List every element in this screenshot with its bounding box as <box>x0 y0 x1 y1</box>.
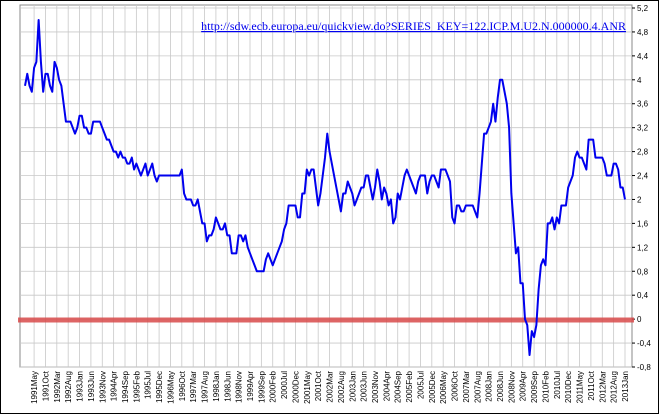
y-tick-label: 0,8 <box>637 267 649 276</box>
y-tick-label: -0,8 <box>637 363 651 372</box>
x-tick-label: 1996Oct <box>178 370 187 401</box>
x-tick-label: 2008Jun <box>496 371 505 402</box>
y-tick-label: 0 <box>637 315 642 324</box>
x-tick-label: 1994Sep <box>121 370 130 403</box>
x-tick-label: 2005Feb <box>405 370 414 402</box>
x-tick-label: 2001May <box>303 371 312 404</box>
x-tick-label: 1992Aug <box>64 371 73 403</box>
x-tick-label: 2000Jul <box>280 371 289 399</box>
x-tick-label: 2009Sep <box>530 370 539 403</box>
x-tick-label: 2004Sep <box>394 370 403 403</box>
x-tick-label: 1997Aug <box>201 371 210 403</box>
x-tick-label: 2011Oct <box>587 370 596 400</box>
x-tick-label: 2010Jul <box>553 371 562 399</box>
x-tick-label: 2010Dec <box>564 371 573 403</box>
y-tick-label: 4,4 <box>637 52 649 61</box>
x-tick-label: 2002Mar <box>326 371 335 403</box>
x-tick-label: 1993Jan <box>76 371 85 402</box>
x-tick-label: 1999Apr <box>246 371 255 402</box>
y-tick-label: 5,2 <box>637 4 649 13</box>
x-tick-label: 2012Mar <box>598 371 607 403</box>
y-tick-label: 4 <box>637 76 642 85</box>
x-tick-label: 1994Apr <box>110 371 119 402</box>
x-tick-label: 1995Jul <box>144 371 153 399</box>
x-tick-label: 1992Mar <box>53 371 62 403</box>
x-tick-label: 1993Nov <box>98 371 107 403</box>
x-tick-label: 1998Nov <box>235 371 244 403</box>
y-tick-label: 3,6 <box>637 100 649 109</box>
x-tick-label: 2003Nov <box>371 371 380 403</box>
y-tick-label: 2,8 <box>637 148 649 157</box>
x-tick-label: 2000Feb <box>269 370 278 402</box>
x-tick-label: 2001Oct <box>314 370 323 401</box>
y-tick-label: 1,6 <box>637 219 649 228</box>
y-tick-label: 4,8 <box>637 28 649 37</box>
x-tick-label: 1991Oct <box>41 370 50 401</box>
x-tick-label: 2005Jul <box>416 371 425 399</box>
x-tick-label: 1998Jun <box>223 371 232 402</box>
x-tick-label: 1991May <box>30 371 39 404</box>
x-tick-label: 2007Aug <box>473 371 482 403</box>
x-tick-label: 2003Jan <box>348 371 357 402</box>
x-tick-label: 2012Aug <box>610 371 619 403</box>
x-tick-label: 1996May <box>166 371 175 404</box>
x-tick-label: 2000Dec <box>291 371 300 403</box>
y-tick-label: 2 <box>637 195 642 204</box>
x-tick-label: 2007Mar <box>462 371 471 403</box>
x-tick-label: 2009Apr <box>519 371 528 402</box>
x-tick-label: 2008Jan <box>485 371 494 402</box>
x-tick-label: 2003Jun <box>360 371 369 402</box>
x-tick-label: 2006May <box>439 371 448 404</box>
x-tick-label: 2005Dec <box>428 371 437 403</box>
y-tick-label: 1,2 <box>637 243 649 252</box>
x-tick-label: 1995Dec <box>155 371 164 403</box>
x-tick-label: 1998Jan <box>212 371 221 402</box>
x-tick-label: 2008Nov <box>507 371 516 403</box>
x-tick-label: 2013Jan <box>621 371 630 402</box>
source-link[interactable]: http://sdw.ecb.europa.eu/quickview.do?SE… <box>201 19 626 33</box>
y-tick-label: -0,4 <box>637 339 651 348</box>
x-tick-label: 1993Jun <box>87 371 96 402</box>
marks <box>24 18 626 357</box>
y-tick-label: 2,4 <box>637 172 649 181</box>
x-tick-label: 2004Apr <box>382 371 391 402</box>
x-tick-label: 2011May <box>576 371 585 403</box>
x-tick-label: 2006Oct <box>451 370 460 401</box>
x-tick-label: 1999Sep <box>257 370 266 403</box>
y-tick-label: 3,2 <box>637 124 649 133</box>
x-tick-label: 1997Mar <box>189 371 198 403</box>
x-tick-label: 2002Aug <box>337 371 346 403</box>
line-series <box>24 18 626 357</box>
x-tick-label: 2010Feb <box>541 370 550 402</box>
x-tick-label: 1995Feb <box>132 370 141 402</box>
y-tick-label: 0,4 <box>637 291 649 300</box>
